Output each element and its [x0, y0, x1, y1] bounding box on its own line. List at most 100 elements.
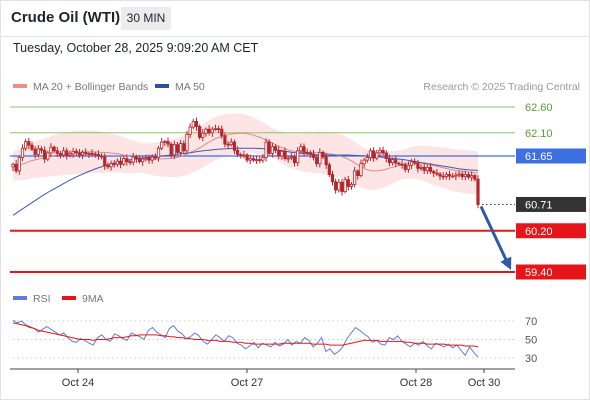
rsi-line [12, 319, 479, 358]
candle-body [283, 150, 287, 159]
x-tick-label: Oct 24 [62, 377, 94, 389]
candle-body [160, 141, 164, 149]
candle-body [36, 148, 40, 155]
candle-body [198, 126, 202, 138]
level-badge-61.65 [516, 148, 586, 164]
timeframe-badge[interactable]: 30 MIN [121, 7, 171, 30]
candle-body [416, 162, 420, 169]
candle-body [299, 146, 303, 152]
candle-body [77, 152, 82, 156]
candle-body [207, 128, 211, 134]
candle-body [128, 161, 132, 164]
level-label-61.65: 61.65 [525, 151, 553, 163]
candle-body [24, 141, 28, 149]
rsi-panel: RSI 9MA 30 50 70 [12, 293, 537, 365]
candle-body [400, 163, 404, 166]
rsi-legend-swatch [13, 296, 27, 300]
legend-layer: MA 20 + Bollinger Bands MA 50 Research ©… [13, 81, 580, 93]
candle-body [55, 150, 59, 154]
x-axis: Oct 24 Oct 27 Oct 28 Oct 30 [10, 368, 515, 389]
candle-body [229, 141, 233, 146]
candle-body [153, 156, 157, 159]
candle-body [220, 128, 224, 137]
candle-body [406, 164, 411, 170]
ma20-legend-swatch [13, 84, 27, 88]
rsi-ma-line [12, 322, 479, 348]
candle-body [201, 132, 205, 138]
rsi-tick-30: 30 [525, 353, 537, 365]
report-datetime: Tuesday, October 28, 2025 9:09:20 AM CET [13, 41, 259, 55]
candle-body [375, 152, 379, 159]
ma20-legend-label: MA 20 + Bollinger Bands [33, 81, 148, 93]
candle-body [362, 159, 366, 165]
candle-body [93, 153, 97, 156]
candle-body [292, 156, 297, 164]
ma50-legend-swatch [155, 84, 169, 88]
candle-body [14, 163, 18, 172]
candle-body [311, 153, 316, 158]
candle-body [359, 163, 363, 176]
candle-body [46, 152, 50, 160]
candle-body [397, 162, 401, 165]
candle-body [428, 166, 433, 172]
candle-body [447, 174, 452, 177]
level-label-62.10: 62.10 [525, 128, 553, 140]
level-badge-59.40 [516, 264, 586, 280]
candle-body [264, 141, 268, 158]
candle-body [84, 151, 88, 155]
candle-body [270, 146, 274, 154]
level-label-60.71: 60.71 [525, 199, 553, 211]
candle-body [122, 158, 126, 165]
candle-body [80, 151, 85, 156]
candle-body [30, 144, 34, 150]
candle-body [115, 160, 119, 165]
candle-body [384, 152, 388, 159]
candle-body [185, 133, 189, 152]
candle-body [422, 166, 426, 171]
candle-body [99, 155, 104, 158]
candle-body [346, 179, 350, 187]
candle-body [156, 147, 161, 158]
candle-body [280, 150, 284, 157]
ma50-line [12, 147, 479, 216]
candle-body [150, 156, 154, 161]
candle-body [409, 161, 414, 166]
level-label-60.20: 60.20 [525, 226, 553, 238]
candle-body [17, 157, 21, 172]
level-label-62.60: 62.60 [525, 102, 553, 114]
candle-body [387, 158, 392, 164]
candle-body [425, 166, 429, 171]
candle-body [182, 143, 186, 152]
candle-body [451, 175, 455, 178]
candle-body [49, 146, 53, 154]
candle-body [232, 141, 237, 151]
candle-body [444, 174, 448, 178]
candle-body [103, 156, 107, 167]
candle-body [131, 156, 135, 163]
candle-body [251, 158, 256, 161]
candle-body [324, 156, 328, 166]
candle-body [20, 147, 25, 158]
copyright-text: Research © 2025 Trading Central [423, 81, 580, 93]
candle-body [476, 178, 480, 205]
candles-layer [11, 117, 480, 209]
candle-body [343, 179, 347, 192]
candle-body [432, 171, 436, 174]
candle-body [58, 153, 63, 156]
forecast-arrow [479, 205, 512, 270]
rsi-tick-50: 50 [525, 335, 537, 347]
candle-body [466, 174, 471, 178]
candle-body [169, 143, 173, 156]
candle-body [315, 157, 319, 165]
candle-body [349, 183, 354, 187]
ma50-legend-label: MA 50 [175, 81, 205, 93]
rsi-ma-legend-label: 9MA [82, 293, 104, 305]
candle-body [286, 157, 290, 160]
candle-body [334, 181, 338, 191]
candle-body [134, 156, 138, 160]
candle-body [248, 158, 252, 161]
candle-body [403, 164, 407, 170]
level-label-59.40: 59.40 [525, 267, 553, 279]
candle-body [179, 143, 183, 153]
